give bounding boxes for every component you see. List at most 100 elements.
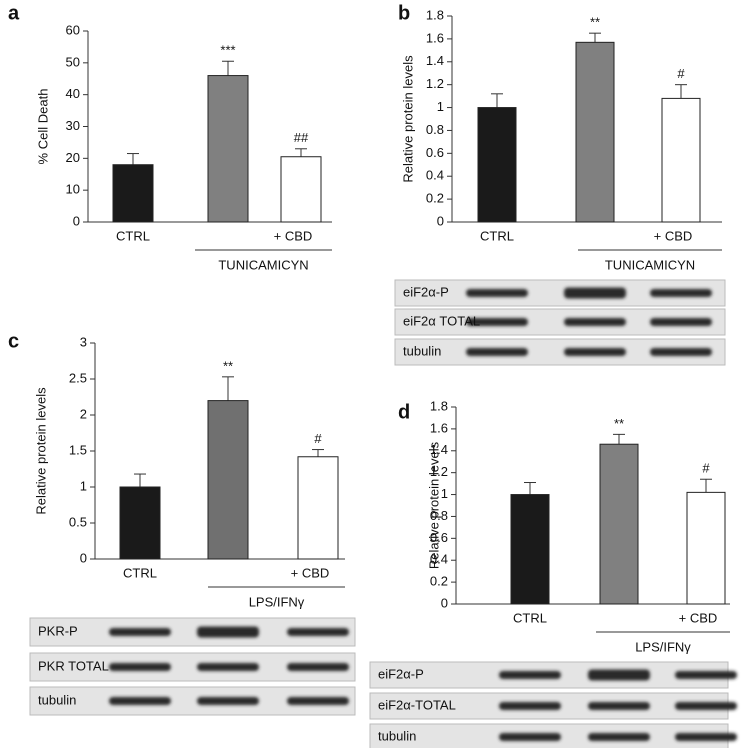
bar <box>575 41 615 223</box>
y-tick-label: 0 <box>80 550 87 565</box>
blot-band <box>197 626 259 638</box>
significance-label: # <box>677 66 685 81</box>
group-label: TUNICAMICYN <box>605 257 695 272</box>
y-axis-label: % Cell Death <box>35 89 50 165</box>
y-tick-label: 1.4 <box>430 442 448 457</box>
y-tick-label: 40 <box>66 86 80 101</box>
group-label: LPS/IFNγ <box>635 639 691 654</box>
significance-label: ** <box>614 416 624 431</box>
blot-label: PKR TOTAL <box>38 658 109 673</box>
x-tick-label: + CBD <box>291 565 330 580</box>
blot-label: tubulin <box>38 692 76 707</box>
y-tick-label: 3 <box>80 334 87 349</box>
y-tick-label: 0.4 <box>426 168 444 183</box>
y-tick-label: 20 <box>66 150 80 165</box>
y-axis-label: Relative protein levels <box>33 387 48 515</box>
blot-band <box>650 348 712 356</box>
y-tick-label: 1.4 <box>426 53 444 68</box>
group-label: LPS/IFNγ <box>249 594 305 609</box>
bar <box>510 494 550 605</box>
blot-band <box>499 733 561 741</box>
y-tick-label: 10 <box>66 182 80 197</box>
blot-band <box>675 733 737 741</box>
bar <box>686 491 726 605</box>
x-tick-label: CTRL <box>123 565 157 580</box>
y-tick-label: 1 <box>441 486 448 501</box>
y-tick-label: 1.6 <box>426 30 444 45</box>
y-tick-label: 1.8 <box>430 398 448 413</box>
y-tick-label: 0.6 <box>430 530 448 545</box>
y-axis-label: Relative protein levels <box>426 441 441 569</box>
blot-band <box>466 289 528 297</box>
y-tick-label: 1.8 <box>426 7 444 22</box>
panel-letter: c <box>8 330 19 352</box>
y-tick-label: 1 <box>437 99 444 114</box>
blot-band <box>499 702 561 710</box>
panel-letter: a <box>8 2 20 24</box>
blot-band <box>109 628 171 636</box>
x-tick-label: CTRL <box>513 610 547 625</box>
y-tick-label: 1.2 <box>430 464 448 479</box>
x-tick-label: + CBD <box>654 228 693 243</box>
panel-letter: d <box>398 401 410 423</box>
y-tick-label: 1.5 <box>69 442 87 457</box>
y-axis-label: Relative protein levels <box>400 55 415 183</box>
blot-band <box>588 702 650 710</box>
y-tick-label: 0.8 <box>430 508 448 523</box>
significance-label: ## <box>294 130 309 145</box>
blot-label: eiF2α-P <box>378 666 424 681</box>
y-tick-label: 1 <box>80 478 87 493</box>
blot-band <box>564 348 626 356</box>
y-tick-label: 0.2 <box>430 574 448 589</box>
blot-band <box>588 733 650 741</box>
blot-band <box>588 669 650 681</box>
blot-band <box>650 289 712 297</box>
blot-band <box>197 663 259 671</box>
bar <box>207 400 249 560</box>
blot-band <box>564 318 626 326</box>
blot-band <box>675 671 737 679</box>
blot-label: eiF2α TOTAL <box>403 313 480 328</box>
blot-band <box>675 702 737 710</box>
y-tick-label: 0.5 <box>69 514 87 529</box>
y-tick-label: 60 <box>66 22 80 37</box>
blot-panel <box>369 723 729 748</box>
bar <box>661 97 701 223</box>
significance-label: ** <box>590 15 600 30</box>
bar <box>477 107 517 223</box>
blot-band <box>109 663 171 671</box>
significance-label: # <box>702 461 710 476</box>
x-tick-label: + CBD <box>274 228 313 243</box>
blot-label: eiF2α-P <box>403 284 449 299</box>
group-label: TUNICAMICYN <box>218 257 308 272</box>
blot-band <box>466 318 528 326</box>
blot-band <box>499 671 561 679</box>
y-tick-label: 50 <box>66 54 80 69</box>
x-tick-label: CTRL <box>480 228 514 243</box>
significance-label: # <box>314 431 322 446</box>
significance-label: *** <box>220 43 235 58</box>
y-tick-label: 0 <box>441 595 448 610</box>
y-tick-label: 0 <box>73 213 80 228</box>
bar <box>207 75 249 223</box>
blot-band <box>466 348 528 356</box>
bar <box>297 456 339 560</box>
blot-band <box>564 287 626 299</box>
blot-band <box>287 697 349 705</box>
y-tick-label: 0.2 <box>426 191 444 206</box>
blot-band <box>109 697 171 705</box>
blot-label: eiF2α-TOTAL <box>378 697 456 712</box>
blot-label: PKR-P <box>38 623 78 638</box>
x-tick-label: + CBD <box>679 610 718 625</box>
bar <box>112 164 154 223</box>
y-tick-label: 0.8 <box>426 122 444 137</box>
blot-band <box>197 697 259 705</box>
y-tick-label: 0.6 <box>426 145 444 160</box>
y-tick-label: 0 <box>437 213 444 228</box>
significance-label: ** <box>223 358 233 373</box>
blot-label: tubulin <box>378 728 416 743</box>
blot-band <box>287 663 349 671</box>
panel-letter: b <box>398 2 410 24</box>
bar <box>599 443 639 605</box>
y-tick-label: 1.2 <box>426 76 444 91</box>
